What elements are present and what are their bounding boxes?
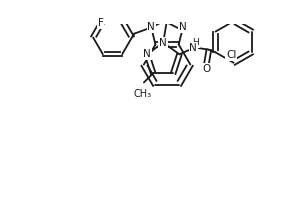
Text: N: N bbox=[179, 22, 187, 32]
Text: H: H bbox=[192, 38, 199, 47]
Text: Cl: Cl bbox=[226, 50, 237, 60]
Text: CH₃: CH₃ bbox=[133, 89, 151, 99]
Text: N: N bbox=[148, 22, 155, 32]
Text: N: N bbox=[143, 49, 151, 59]
Text: N: N bbox=[159, 38, 167, 48]
Text: F: F bbox=[98, 18, 104, 28]
Text: N: N bbox=[189, 43, 197, 53]
Text: O: O bbox=[202, 64, 211, 74]
